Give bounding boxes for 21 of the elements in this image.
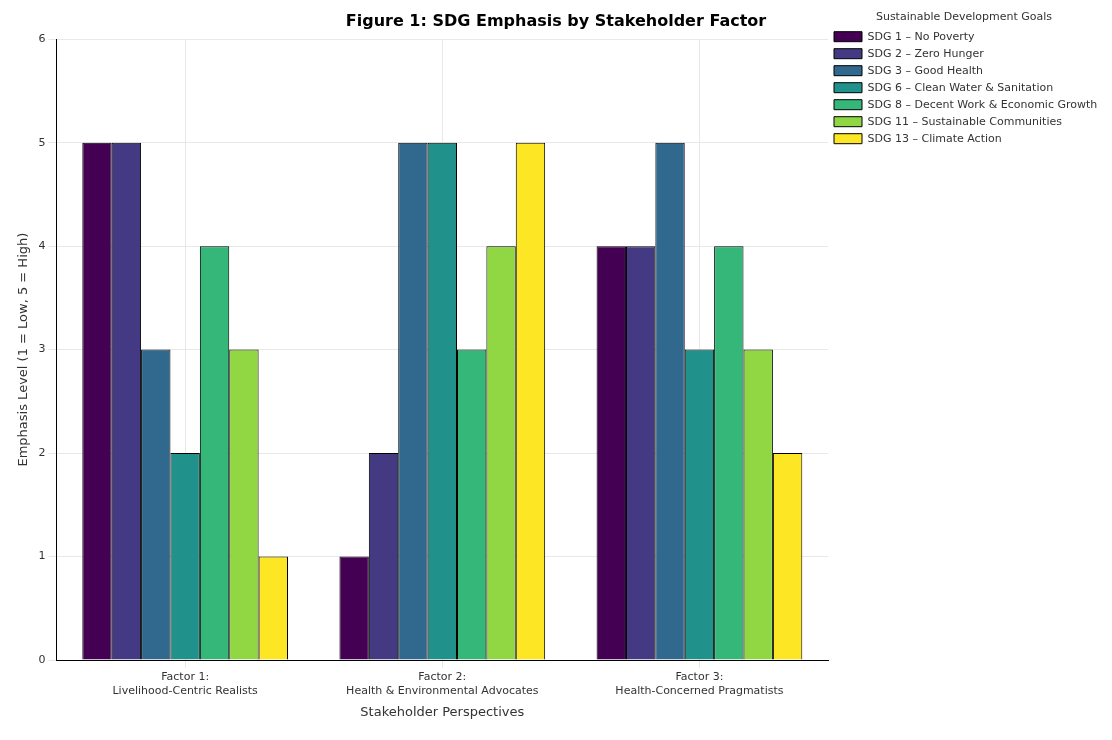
y-tick-label: 6: [38, 32, 46, 46]
legend-label: SDG 11 – Sustainable Communities: [867, 114, 1063, 128]
legend-label: SDG 13 – Climate Action: [867, 131, 1002, 145]
chart-title: Figure 1: SDG Emphasis by Stakeholder Factor: [345, 10, 767, 30]
legend-label: SDG 8 – Decent Work & Economic Growth: [867, 97, 1098, 111]
y-tick-label: 5: [38, 135, 46, 149]
y-tick-label: 0: [38, 652, 46, 666]
y-axis-title: Emphasis Level (1 = Low, 5 = High): [15, 232, 31, 467]
x-tick-label: Factor 2: Health & Environmental Advocates: [346, 670, 539, 697]
legend-label: SDG 2 – Zero Hunger: [867, 46, 985, 60]
legend-label: SDG 1 – No Poverty: [867, 29, 975, 43]
legend-title: Sustainable Development Goals: [875, 10, 1053, 24]
y-tick-label: 2: [38, 445, 46, 459]
x-tick-label: Factor 1: Livelihood-Centric Realists: [112, 670, 259, 697]
legend-label: SDG 6 – Clean Water & Sanitation: [867, 80, 1054, 94]
x-tick-label: Factor 3: Health-Concerned Pragmatists: [615, 670, 784, 697]
y-tick-label: 3: [38, 342, 46, 356]
legend-label: SDG 3 – Good Health: [867, 63, 984, 77]
y-tick-label: 4: [38, 238, 46, 252]
x-axis-title: Stakeholder Perspectives: [360, 703, 525, 719]
y-tick-label: 1: [38, 549, 46, 563]
